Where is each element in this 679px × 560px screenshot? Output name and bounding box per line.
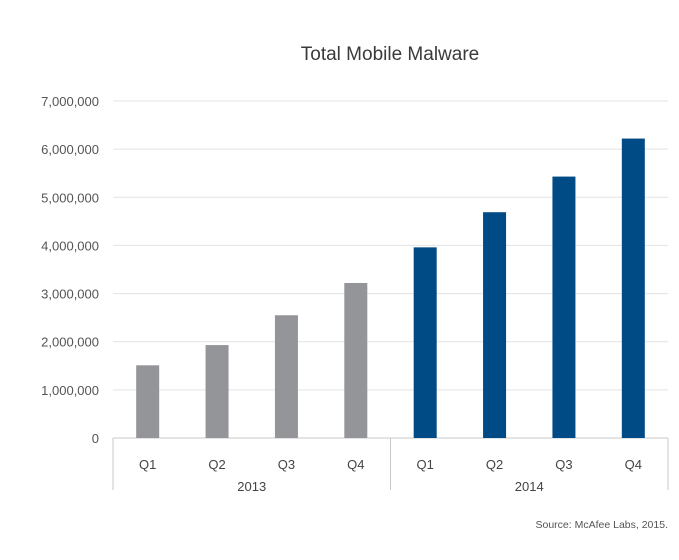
y-tick-label: 2,000,000	[41, 335, 99, 350]
y-tick-label: 5,000,000	[41, 190, 99, 205]
y-tick-label: 0	[92, 431, 99, 446]
x-group-label: 2014	[515, 479, 544, 494]
bar-2014-q3	[552, 176, 576, 438]
bar-2014-q4	[621, 138, 645, 438]
y-tick-label: 7,000,000	[41, 94, 99, 109]
bar-2013-q4	[344, 282, 368, 438]
x-category-label: Q1	[139, 457, 156, 472]
source-note: Source: McAfee Labs, 2015.	[536, 519, 669, 531]
x-category-label: Q4	[625, 457, 642, 472]
chart-title: Total Mobile Malware	[301, 44, 479, 65]
x-category-label: Q2	[486, 457, 503, 472]
bar-2014-q1	[413, 247, 437, 438]
y-tick-label: 1,000,000	[41, 383, 99, 398]
y-tick-label: 3,000,000	[41, 287, 99, 302]
bar-2014-q2	[483, 212, 507, 438]
y-tick-label: 6,000,000	[41, 142, 99, 157]
bar-2013-q2	[205, 345, 229, 438]
x-category-label: Q2	[208, 457, 225, 472]
x-category-label: Q3	[555, 457, 572, 472]
bars	[136, 138, 645, 438]
y-tick-label: 4,000,000	[41, 238, 99, 253]
x-category-label: Q1	[417, 457, 434, 472]
x-axis: Q1 Q2 Q3 Q4 Q1 Q2 Q3 Q4 2013 2014	[112, 438, 669, 494]
x-group-label: 2013	[237, 479, 266, 494]
y-axis-tick-labels: 0 1,000,000 2,000,000 3,000,000 4,000,000 5,0…	[41, 94, 99, 446]
x-category-label: Q3	[278, 457, 295, 472]
bar-2013-q1	[136, 365, 160, 438]
gridlines	[113, 100, 668, 439]
x-category-label: Q4	[347, 457, 364, 472]
bar-2013-q3	[274, 315, 298, 438]
